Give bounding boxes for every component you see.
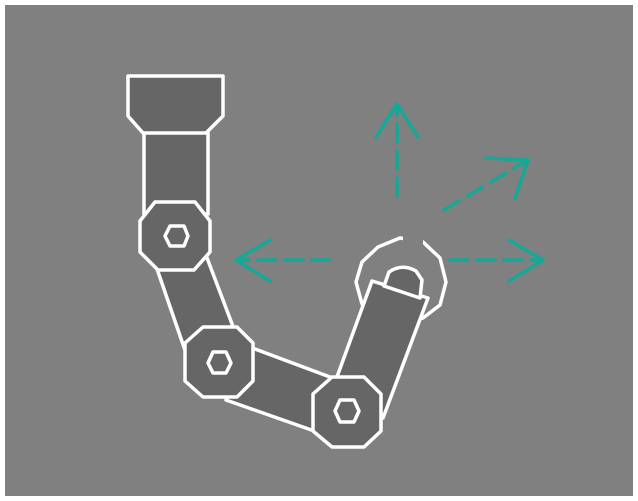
robot-arm-diagram: [5, 5, 633, 496]
motion-arrows: [234, 102, 545, 283]
wrist-joint-icon: [311, 375, 383, 449]
shoulder-joint-icon: [138, 200, 212, 272]
arm-joints: [138, 200, 383, 449]
diagram-canvas: [5, 5, 633, 496]
arrow-diagonal-icon: [442, 156, 530, 212]
arrow-right-icon: [448, 238, 545, 283]
robot-arm-base-icon: [126, 74, 225, 135]
arrow-left-icon: [234, 238, 332, 283]
end-effector-cap: [382, 265, 424, 300]
elbow-joint-icon: [183, 325, 255, 399]
arrow-up-icon: [374, 102, 420, 198]
